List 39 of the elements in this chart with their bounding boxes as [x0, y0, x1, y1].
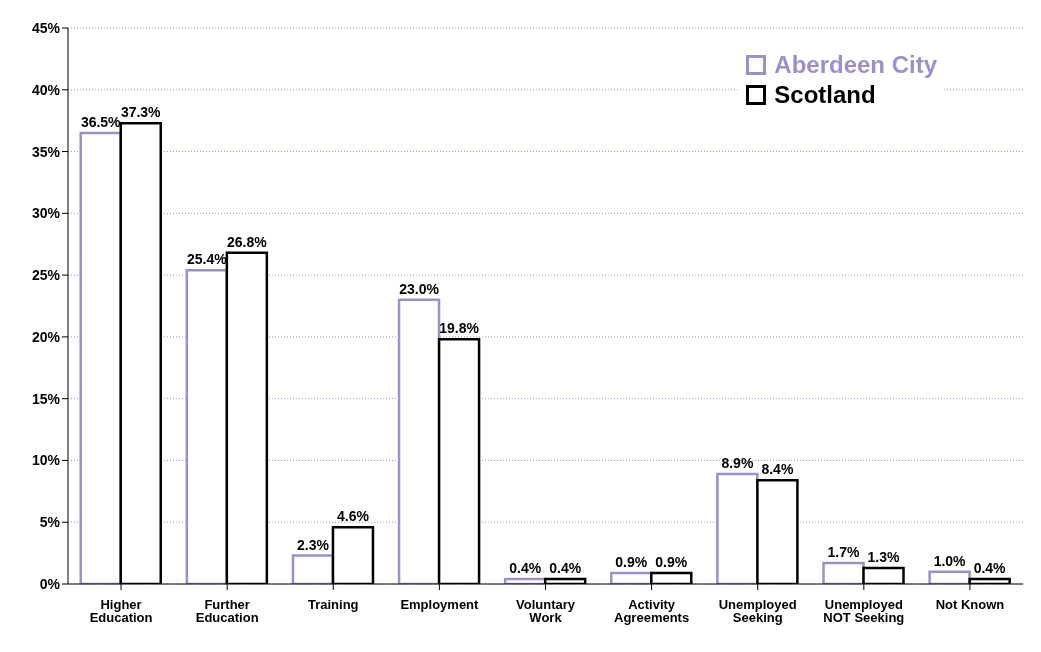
x-tick-label: Unemployed NOT Seeking [823, 597, 905, 626]
data-label: 26.8% [226, 233, 268, 250]
x-tick-label: Voluntary Work [516, 597, 576, 626]
y-tick-label: 0% [39, 575, 61, 592]
data-label: 36.5% [80, 114, 122, 131]
y-tick-label: 20% [31, 328, 61, 345]
x-tick-label: Unemployed Seeking [718, 597, 797, 626]
data-label: 0.9% [615, 553, 648, 570]
data-label: 25.4% [186, 251, 228, 268]
data-label: 0.4% [973, 560, 1007, 577]
data-label: 19.8% [439, 320, 480, 337]
data-label: 8.9% [721, 455, 754, 472]
data-label: 4.6% [336, 508, 370, 525]
y-tick-label: 30% [31, 205, 61, 222]
y-tick-label: 10% [31, 452, 61, 469]
x-tick-label: Activity Agreements [614, 597, 690, 626]
x-tick-label: Employment [400, 597, 480, 613]
y-tick-label: 15% [31, 390, 61, 407]
data-label: 0.4% [549, 560, 582, 577]
data-label: 0.9% [655, 553, 688, 570]
y-tick-label: 35% [31, 143, 61, 160]
legend-label: Scotland [774, 80, 876, 110]
y-tick-label: 45% [31, 19, 61, 36]
data-label: 1.3% [867, 548, 901, 565]
y-tick-label: 40% [31, 81, 61, 98]
data-label: 1.0% [933, 552, 967, 569]
x-tick-label: Higher Education [89, 597, 153, 626]
x-tick-label: Further Education [195, 597, 259, 626]
y-tick-label: 25% [31, 267, 61, 284]
data-label: 8.4% [761, 461, 794, 478]
data-label: 37.3% [120, 104, 162, 121]
legend-label: Aberdeen City [774, 50, 937, 80]
x-tick-label: Not Known [935, 597, 1005, 613]
data-label: 2.3% [296, 536, 330, 553]
data-label: 1.7% [827, 544, 861, 560]
data-label: 0.4% [509, 560, 542, 577]
y-tick-label: 5% [39, 514, 61, 531]
x-tick-label: Training [308, 597, 359, 613]
data-label: 23.0% [399, 280, 440, 297]
